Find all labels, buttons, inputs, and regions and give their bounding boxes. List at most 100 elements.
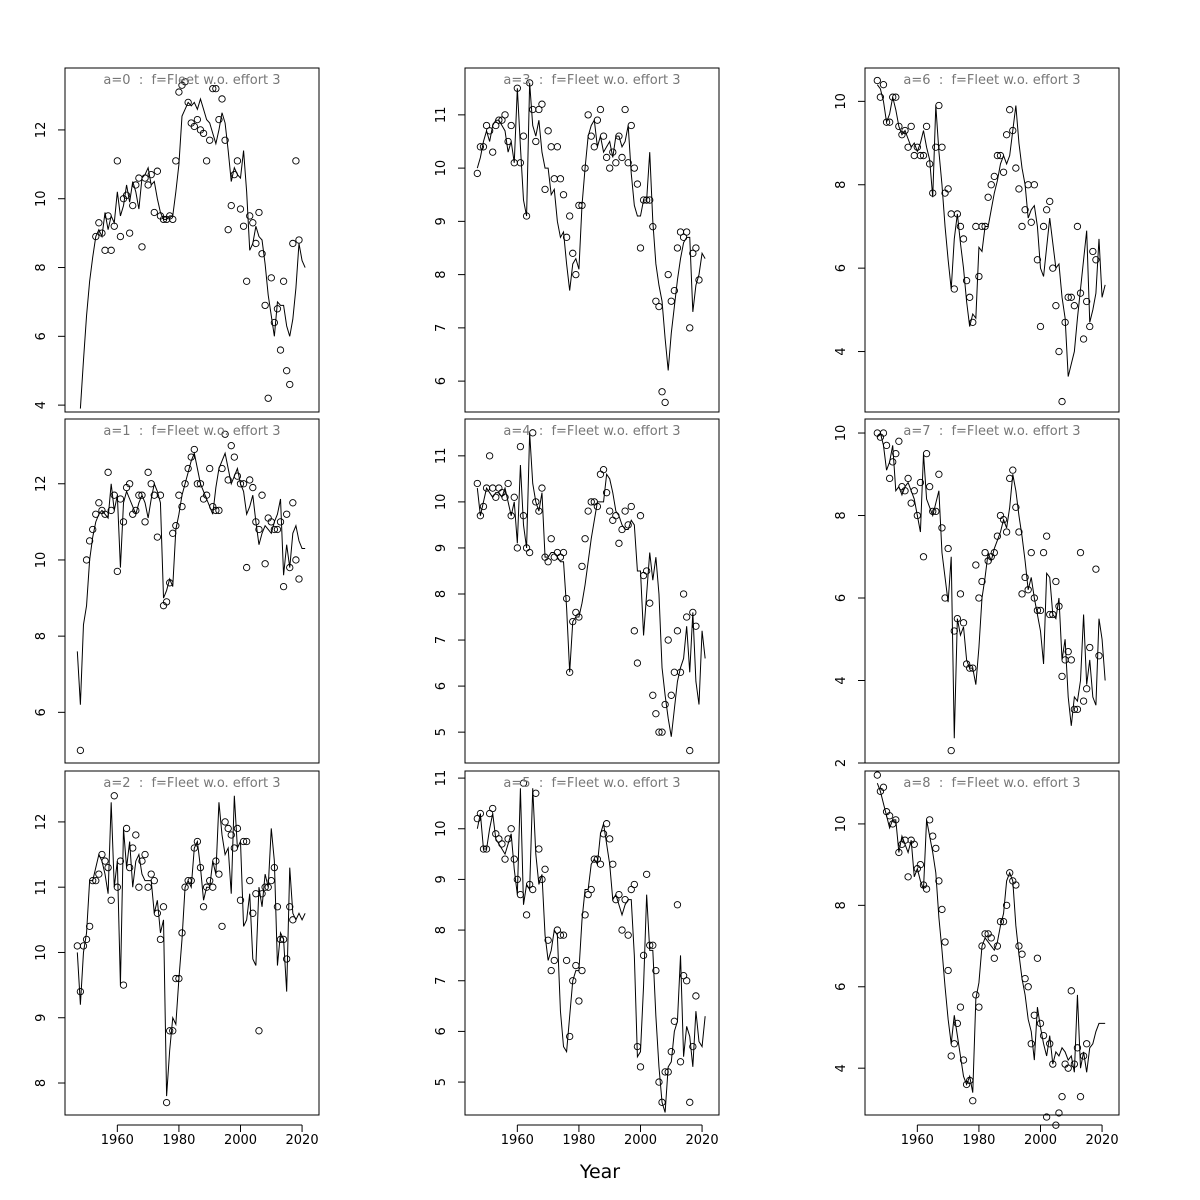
data-point xyxy=(944,544,952,553)
data-point xyxy=(572,270,580,279)
data-point xyxy=(649,691,657,699)
data-point xyxy=(215,115,223,124)
data-point xyxy=(1046,197,1054,206)
data-point xyxy=(249,909,257,917)
data-point xyxy=(76,987,85,996)
plot-frame xyxy=(864,418,1120,764)
data-point xyxy=(283,510,291,518)
data-point xyxy=(489,804,497,813)
data-point xyxy=(1002,131,1011,139)
data-point xyxy=(953,1019,962,1028)
data-line xyxy=(76,451,306,705)
data-point xyxy=(110,792,118,800)
data-point xyxy=(1042,532,1051,540)
x-tick-label: 1980 xyxy=(162,1133,195,1148)
data-point xyxy=(1064,293,1072,301)
data-point xyxy=(562,956,571,965)
data-point xyxy=(907,499,915,507)
data-point xyxy=(639,951,648,960)
data-point xyxy=(236,480,245,488)
data-point xyxy=(683,228,691,236)
data-point xyxy=(507,121,515,130)
data-point xyxy=(664,270,672,279)
data-point xyxy=(532,498,540,506)
data-point xyxy=(673,627,682,635)
data-point xyxy=(987,181,995,189)
data-point xyxy=(621,105,629,114)
data-point xyxy=(1076,1093,1085,1101)
data-line xyxy=(79,97,306,409)
data-point xyxy=(267,274,275,282)
data-point xyxy=(581,535,589,543)
data-point xyxy=(147,170,155,179)
data-point xyxy=(1067,293,1075,301)
data-point xyxy=(972,561,980,569)
data-point xyxy=(916,860,925,869)
data-point xyxy=(885,474,894,483)
data-point xyxy=(82,935,91,944)
data-point xyxy=(489,148,497,156)
data-point xyxy=(135,883,143,891)
data-point xyxy=(596,105,605,114)
data-point xyxy=(141,850,149,859)
panel-title: a=1 : f=Fleet w.o. effort 3 xyxy=(103,424,280,439)
plot-frame xyxy=(64,418,320,764)
data-point xyxy=(1064,1064,1072,1072)
data-point xyxy=(541,185,549,194)
data-point xyxy=(261,301,269,310)
data-point xyxy=(932,507,940,516)
data-point xyxy=(547,535,555,543)
data-point xyxy=(618,153,626,162)
y-tick-label: 8 xyxy=(834,181,849,189)
data-point xyxy=(473,479,481,488)
data-point xyxy=(904,474,912,483)
data-point xyxy=(153,533,162,541)
data-point xyxy=(485,452,494,460)
y-tick-label: 10 xyxy=(434,820,449,837)
plot-frame xyxy=(864,770,1120,1116)
panel: 4 6 8 10 1960 1980 2000 2020 a=8 : f=Fleet w.o. … xyxy=(834,770,1120,1148)
plot-frame xyxy=(464,418,720,764)
data-point xyxy=(1095,652,1103,660)
data-point xyxy=(695,276,703,284)
data-point xyxy=(932,844,940,852)
data-point xyxy=(255,1027,263,1035)
y-tick-label: 9 xyxy=(434,875,449,883)
panel-title: a=5 : f=Fleet w.o. effort 3 xyxy=(503,776,680,791)
data-point xyxy=(184,98,192,107)
data-point xyxy=(658,388,666,396)
data-point xyxy=(258,491,266,499)
data-line xyxy=(876,84,1106,377)
x-tick-label: 2000 xyxy=(224,1133,257,1148)
data-point xyxy=(578,562,586,571)
data-point xyxy=(270,525,279,534)
data-point xyxy=(255,208,263,217)
data-point xyxy=(1018,222,1026,231)
data-point xyxy=(224,476,232,484)
data-point xyxy=(169,1027,177,1035)
data-point xyxy=(1042,206,1051,214)
panel: 6 8 10 12 a=1 : f=Fleet w.o. effort 3 xyxy=(34,418,320,764)
data-point xyxy=(981,930,989,938)
data-point xyxy=(202,157,211,165)
data-point xyxy=(190,122,198,131)
data-point xyxy=(1002,528,1011,536)
data-point xyxy=(1073,1044,1082,1052)
data-point xyxy=(221,430,229,438)
data-point xyxy=(1021,206,1029,214)
y-tick-label: 6 xyxy=(434,1027,449,1035)
data-point xyxy=(122,191,131,199)
data-point xyxy=(686,324,694,332)
data-point xyxy=(1015,942,1023,950)
data-point xyxy=(144,468,152,476)
y-tick-label: 7 xyxy=(434,636,449,644)
data-point xyxy=(956,1003,965,1011)
data-point xyxy=(1086,643,1094,652)
data-point xyxy=(1083,1040,1091,1048)
data-point xyxy=(138,857,146,865)
panel-title: a=4 : f=Fleet w.o. effort 3 xyxy=(503,424,680,439)
panel: 5 6 7 8 9 10 11 1960 1980 2000 2020 a=5 : f=Fleet w… xyxy=(434,770,720,1148)
data-point xyxy=(1012,164,1020,172)
data-point xyxy=(692,992,700,1000)
